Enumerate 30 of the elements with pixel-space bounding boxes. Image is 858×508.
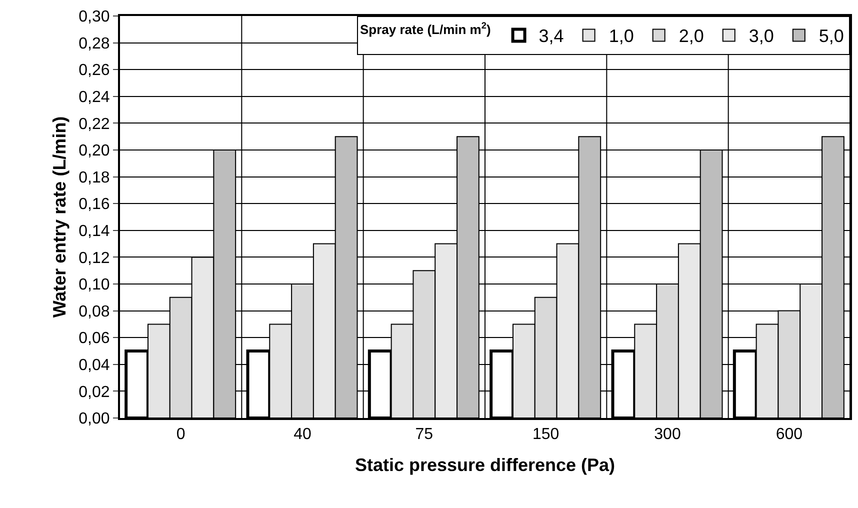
y-tick-label: 0,18	[78, 169, 110, 186]
legend-title: Spray rate (L/min m$^{2}$)	[360, 20, 491, 37]
x-tick-label: 0	[176, 426, 186, 444]
legend-label: 1,0	[608, 26, 634, 46]
y-axis-title: Water entry rate (L/min)	[49, 116, 70, 318]
x-tick-label: 75	[415, 426, 434, 444]
legend-label: 3,0	[748, 26, 774, 46]
x-tick-label: 150	[532, 426, 560, 444]
y-tick-label: 0,14	[78, 223, 110, 240]
y-tick-label: 0,30	[78, 8, 110, 26]
y-tick-label: 0,24	[78, 89, 110, 106]
y-tick-label: 0,06	[78, 330, 110, 348]
y-tick-label: 0,04	[78, 357, 110, 374]
legend-label: 2,0	[678, 26, 704, 46]
y-tick-label: 0,22	[78, 116, 110, 133]
x-tick-label: 300	[654, 426, 681, 444]
y-tick-label: 0,20	[78, 142, 110, 160]
y-tick-label: 0,10	[78, 276, 110, 294]
x-axis-title: Static pressure difference (Pa)	[354, 454, 616, 475]
y-tick-label: 0,12	[78, 250, 110, 267]
y-tick-label: 0,26	[78, 62, 110, 80]
y-tick-label: 0,00	[78, 410, 110, 428]
y-tick-label: 0,08	[78, 303, 110, 320]
x-tick-label: 40	[294, 426, 312, 444]
y-tick-label: 0,02	[78, 384, 110, 401]
legend-label: 5,0	[818, 26, 844, 46]
y-tick-label: 0,28	[78, 35, 110, 52]
x-tick-label: 600	[776, 426, 803, 444]
y-tick-label: 0,16	[78, 196, 110, 214]
legend-label: 3,4	[538, 26, 564, 46]
